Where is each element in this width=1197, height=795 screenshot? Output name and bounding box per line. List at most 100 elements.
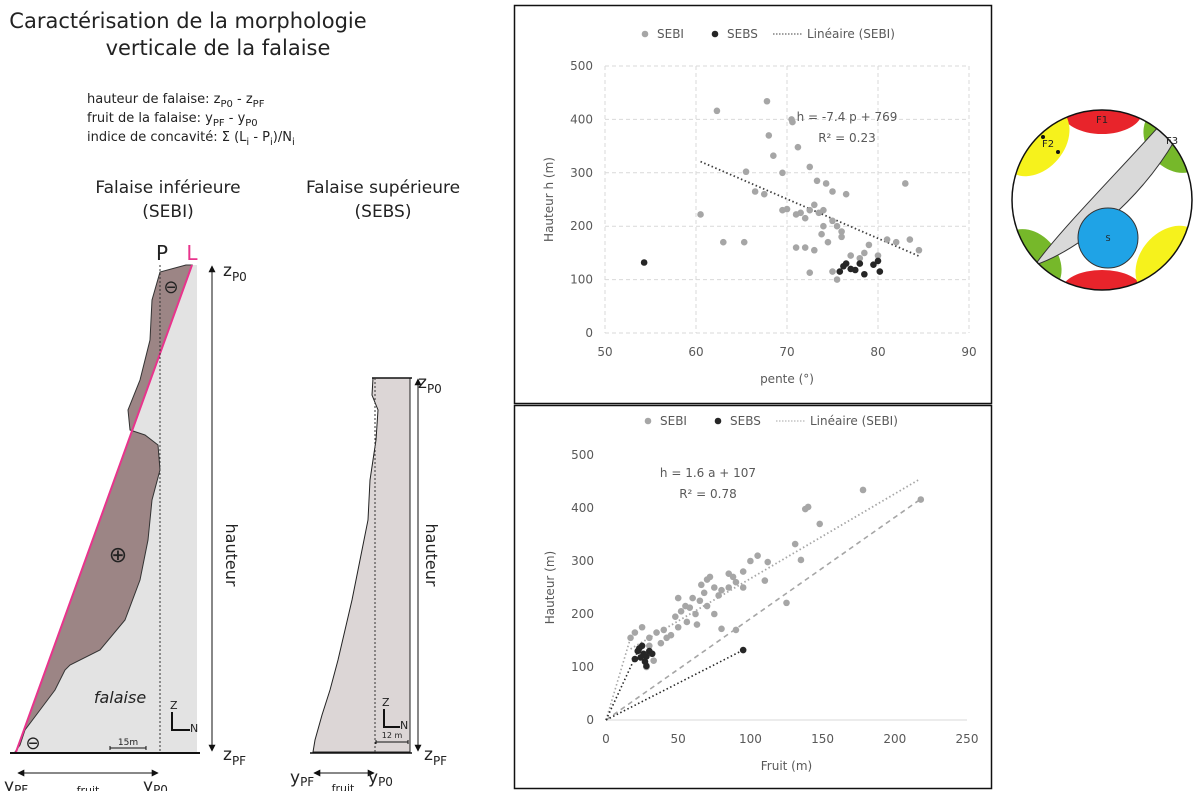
data-point xyxy=(806,206,814,214)
data-point xyxy=(874,257,882,265)
subscript: P0 xyxy=(232,270,247,284)
scale-label: 12 m xyxy=(382,731,403,740)
data-point xyxy=(672,613,679,620)
data-point xyxy=(861,249,868,257)
data-point xyxy=(797,209,804,217)
data-point xyxy=(806,269,814,276)
cliff-body xyxy=(312,377,411,753)
data-point xyxy=(883,236,891,243)
chart-frame xyxy=(513,4,993,405)
data-point xyxy=(764,558,772,566)
data-point xyxy=(711,584,718,591)
data-point xyxy=(892,238,900,246)
data-point xyxy=(801,505,809,513)
formula: indice de concavité: Σ (Li - Pi)/Ni xyxy=(87,130,295,148)
axis-z: Z xyxy=(382,696,390,709)
label-p: P xyxy=(156,241,168,265)
data-point xyxy=(703,602,711,610)
fruit-label: fruit xyxy=(77,784,100,791)
diagram-title: verticale de la falaise xyxy=(106,36,331,60)
data-point xyxy=(660,626,668,634)
data-point xyxy=(906,236,914,243)
data-point xyxy=(861,270,868,278)
axis-n: N xyxy=(400,719,408,732)
trend-line xyxy=(630,478,920,650)
orientation-axes xyxy=(383,709,400,728)
positive-sign: ⊕ xyxy=(109,543,127,568)
data-point xyxy=(683,618,691,626)
zone-f1 xyxy=(1062,110,1142,134)
subscript: PF xyxy=(14,783,28,791)
zone-f1 xyxy=(1062,270,1142,290)
negative-sign: ⊖ xyxy=(25,733,40,754)
data-point xyxy=(779,169,786,177)
data-point xyxy=(715,592,722,599)
formula-subscript: i xyxy=(246,137,249,148)
data-point xyxy=(693,621,701,628)
data-point xyxy=(818,230,825,238)
y-tick-label: 400 xyxy=(571,501,594,515)
data-point xyxy=(820,206,827,214)
equation: R² = 0.23 xyxy=(818,131,876,145)
formula-text: fruit de la falaise: y xyxy=(87,111,213,126)
data-point xyxy=(718,586,725,594)
data-point xyxy=(713,107,721,115)
data-point xyxy=(739,568,747,575)
formula-subscript: PF xyxy=(253,99,265,110)
label-y-right: yP0 xyxy=(143,776,168,791)
data-point xyxy=(711,610,718,618)
y-tick-label: 100 xyxy=(571,660,594,674)
scale-bar xyxy=(375,740,409,744)
panel-title: Falaise supérieure xyxy=(306,178,460,198)
data-point xyxy=(797,556,805,564)
pole xyxy=(1041,135,1045,139)
formula-subscript: P0 xyxy=(220,99,232,110)
y-tick-label: 400 xyxy=(570,112,593,126)
x-tick-label: 90 xyxy=(961,345,976,359)
data-point xyxy=(822,180,830,187)
data-point xyxy=(720,238,727,246)
data-point xyxy=(653,629,660,636)
fruit-label: fruit xyxy=(332,782,355,791)
formula: hauteur de falaise: zP0 - zPF xyxy=(87,92,265,110)
data-point xyxy=(833,222,841,230)
scale-label: 15m xyxy=(118,738,138,748)
x-tick-label: 0 xyxy=(602,732,610,746)
label-y-left: yPF xyxy=(290,768,314,789)
x-tick-label: 150 xyxy=(811,732,834,746)
legend-label: SEBS xyxy=(727,27,758,41)
axis-z: Z xyxy=(170,699,178,712)
data-point xyxy=(646,634,653,642)
data-point xyxy=(763,97,771,105)
label-y-left: yPF xyxy=(4,776,28,791)
data-point xyxy=(917,496,925,503)
data-point xyxy=(696,597,704,605)
formula-text: - z xyxy=(233,92,253,107)
data-point xyxy=(643,662,650,670)
symbol: z xyxy=(424,745,433,765)
data-point xyxy=(876,268,884,275)
data-point xyxy=(842,260,850,267)
data-point xyxy=(697,211,704,218)
zone-label: S xyxy=(1105,234,1110,243)
reference-line xyxy=(605,499,920,721)
y-axis-title: Hauteur (m) xyxy=(543,551,557,624)
data-point xyxy=(794,143,802,151)
data-point xyxy=(811,246,818,254)
equation: R² = 0.78 xyxy=(679,487,737,501)
formula-text: hauteur de falaise: z xyxy=(87,92,221,107)
data-point xyxy=(739,646,747,654)
data-point xyxy=(789,118,796,126)
data-point xyxy=(865,241,873,249)
label-z-bottom: zPF xyxy=(223,745,246,768)
data-point xyxy=(813,177,821,185)
pole xyxy=(1056,150,1060,154)
negative-sign: ⊖ xyxy=(163,277,178,298)
y-tick-label: 200 xyxy=(571,607,594,621)
y-tick-label: 0 xyxy=(586,713,594,727)
data-point xyxy=(700,589,708,597)
data-point xyxy=(674,623,682,631)
x-axis-title: pente (°) xyxy=(760,372,814,386)
data-point xyxy=(801,244,809,251)
